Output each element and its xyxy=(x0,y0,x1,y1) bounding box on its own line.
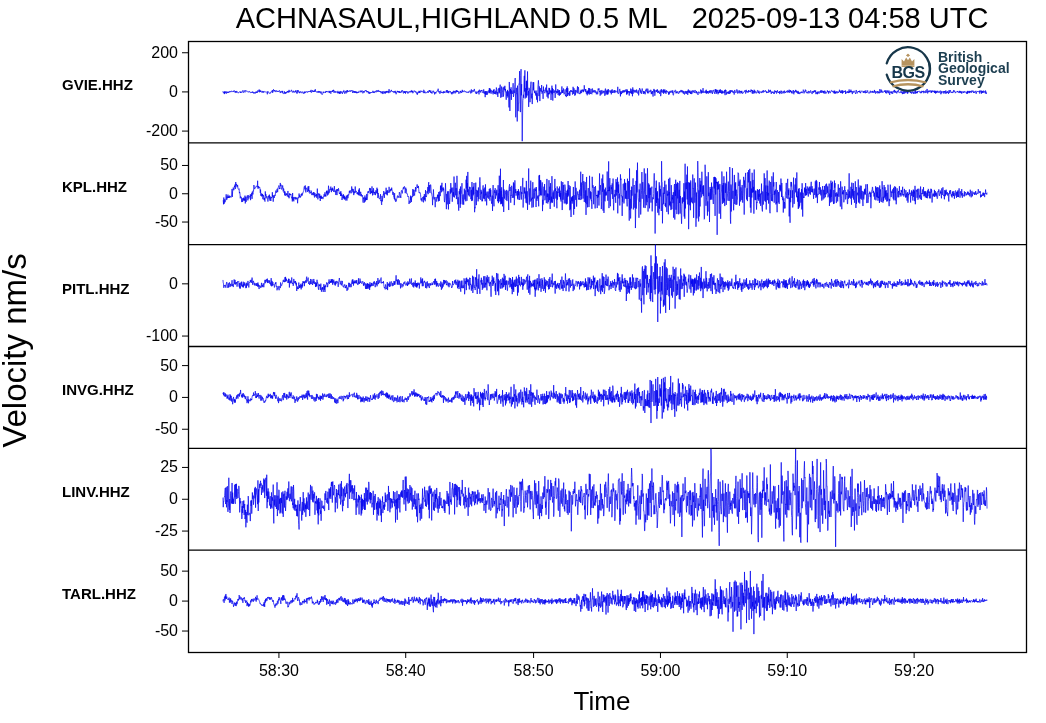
svg-text:BGS: BGS xyxy=(891,64,925,81)
